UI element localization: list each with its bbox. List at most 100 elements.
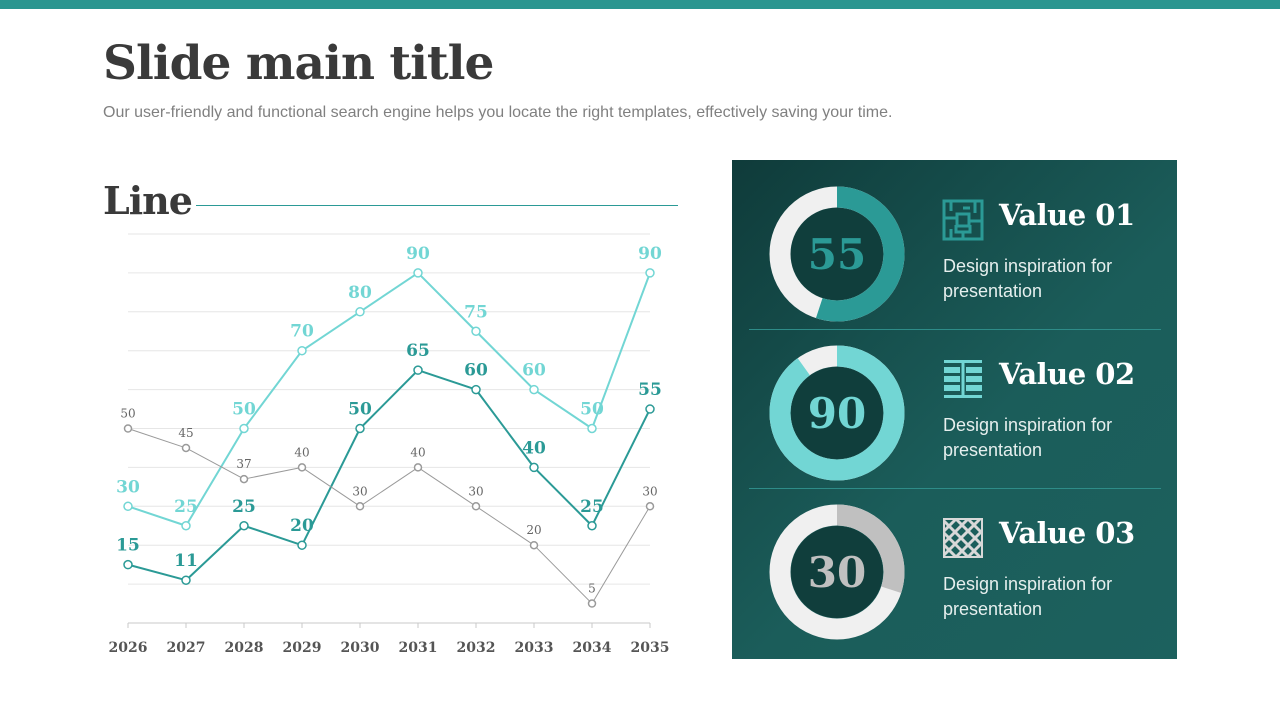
series-3-point [123, 424, 133, 433]
series-2-data-label: 60 [464, 361, 488, 381]
series-1-point [413, 268, 423, 278]
panel-divider [749, 488, 1161, 489]
series-1-data-label: 50 [580, 400, 604, 420]
slide-subtitle: Our user-friendly and functional search … [103, 104, 893, 121]
series-3-point [587, 599, 597, 608]
series-1-data-label: 90 [638, 244, 662, 264]
x-tick-label: 2035 [631, 640, 670, 656]
series-3-data-label: 45 [178, 426, 193, 440]
series-2-point [123, 559, 133, 570]
kpi-value-3: 30 [808, 548, 866, 597]
series-1-data-label: 80 [348, 283, 372, 303]
series-2-data-label: 55 [638, 380, 662, 400]
series-1-data-label: 70 [290, 322, 314, 342]
series-1-point [355, 307, 365, 317]
top-accent-bar [0, 0, 1280, 9]
series-3-point [471, 502, 481, 511]
series-1-data-label: 50 [232, 400, 256, 420]
series-3-data-label: 30 [642, 484, 657, 498]
kpi-row-1: 55 Value 01 Design inspiration for prese… [732, 160, 1177, 322]
series-2-data-label: 25 [232, 497, 256, 517]
series-1-point [529, 384, 539, 395]
series-3-point [181, 443, 191, 453]
series-3-point [239, 474, 249, 484]
x-tick-label: 2028 [225, 640, 264, 656]
kpi-donut-2: 90 [769, 345, 905, 481]
series-3-data-label: 20 [526, 523, 541, 537]
series-2-data-label: 11 [174, 551, 198, 571]
series-1-point [123, 501, 133, 512]
series-2-point [587, 521, 597, 531]
series-1-point [587, 423, 597, 434]
kpi-description-3: Design inspiration for presentation [943, 574, 1113, 619]
kpi-donut-3: 30 [769, 504, 905, 640]
series-3-data-label: 30 [352, 484, 367, 498]
series-1-data-label: 25 [174, 497, 198, 517]
series-3-data-label: 5 [588, 582, 596, 596]
panel-divider [749, 329, 1161, 330]
x-tick-label: 2030 [341, 640, 380, 656]
series-1-point [471, 326, 481, 336]
x-tick-label: 2029 [283, 640, 322, 656]
x-tick-label: 2033 [515, 640, 554, 656]
series-2-data-label: 15 [116, 536, 140, 556]
x-tick-label: 2026 [109, 640, 148, 656]
series-2-point [181, 575, 191, 585]
series-2-data-label: 25 [580, 497, 604, 517]
series-1-data-label: 30 [116, 477, 140, 497]
kpi-value-2: 90 [808, 389, 866, 438]
series-3-data-label: 37 [236, 457, 251, 471]
series-2-point [529, 462, 539, 473]
series-2-point [471, 384, 481, 395]
series-3-point [645, 502, 655, 511]
series-3-point [355, 502, 365, 511]
series-1-data-label: 90 [406, 244, 430, 264]
kpi-title-2: Value 02 [999, 357, 1135, 391]
kpi-panel: 55 Value 01 Design inspiration for prese… [732, 160, 1177, 659]
series-2-data-label: 65 [406, 341, 430, 361]
series-2-point [297, 540, 307, 550]
series-2-point [645, 404, 655, 414]
series-3-point [413, 463, 423, 472]
series-2-point [355, 423, 365, 434]
series-3-data-label: 40 [410, 445, 425, 459]
series-2-data-label: 50 [348, 400, 372, 420]
series-2-point [413, 365, 423, 375]
series-2-data-label: 40 [522, 438, 546, 458]
kpi-row-3: 30 Value 03 Design inspiration for prese… [732, 478, 1177, 640]
kpi-donut-1: 55 [769, 186, 905, 322]
series-2-data-label: 20 [290, 516, 314, 536]
series-1-line [127, 271, 651, 527]
kpi-row-2: 90 Value 02 Design inspiration for prese… [732, 319, 1177, 481]
series-3-data-label: 30 [468, 484, 483, 498]
series-1-point [645, 268, 655, 278]
donut-center [791, 526, 883, 618]
series-2-line [127, 369, 651, 582]
diagonal-weave-pattern-icon [942, 517, 984, 559]
series-3-line [127, 428, 651, 605]
series-1-point [239, 423, 249, 434]
chart-section-title: Line [103, 178, 193, 223]
kpi-title-3: Value 03 [999, 516, 1135, 550]
donut-center [791, 208, 883, 300]
line-chart: 2026 2027 2028 2029 2030 2031 2032 2033 2034 2035… [109, 233, 670, 656]
series-3-data-label: 50 [120, 407, 135, 421]
x-tick-label: 2032 [457, 640, 496, 656]
donut-progress-arc [769, 504, 905, 640]
x-tick-label: 2034 [573, 640, 612, 656]
series-1-data-label: 75 [464, 302, 488, 322]
kpi-description-1: Design inspiration for presentation [943, 256, 1113, 301]
donut-center [791, 367, 883, 459]
series-3-point [529, 540, 539, 550]
x-tick-label: 2031 [399, 640, 438, 656]
series-3-point [297, 463, 307, 472]
series-2-point [239, 521, 249, 531]
slide-title: Slide main title [103, 36, 494, 91]
kpi-description-2: Design inspiration for presentation [943, 415, 1113, 460]
series-1-data-label: 60 [522, 361, 546, 381]
kpi-value-1: 55 [808, 230, 866, 279]
series-1-point [181, 521, 191, 531]
donut-progress-arc [769, 345, 905, 481]
section-title-rule [196, 205, 678, 206]
grid-bars-pattern-icon [944, 360, 982, 398]
